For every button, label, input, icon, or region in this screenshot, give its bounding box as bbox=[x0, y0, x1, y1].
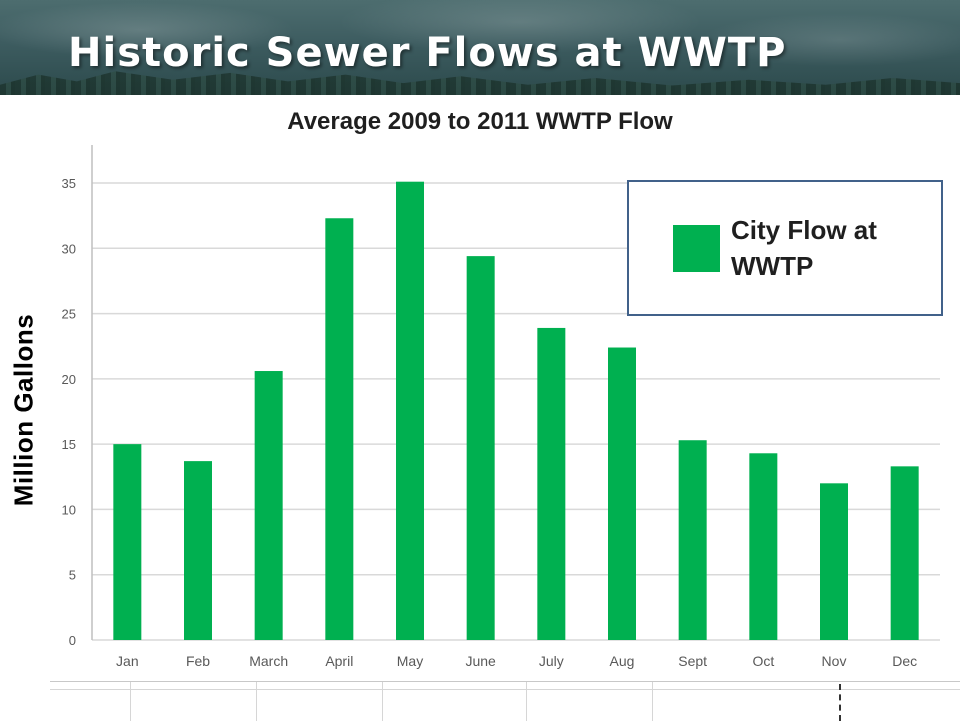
legend-label: City Flow at WWTP bbox=[731, 215, 877, 281]
y-tick-label: 20 bbox=[62, 372, 76, 387]
x-tick-label: Oct bbox=[752, 653, 774, 669]
bar-jan bbox=[113, 444, 142, 640]
y-tick-label: 25 bbox=[62, 307, 76, 322]
x-tick-label: April bbox=[325, 653, 353, 669]
x-tick-label: June bbox=[465, 653, 496, 669]
x-tick-label: May bbox=[397, 653, 423, 669]
page-break-line bbox=[839, 684, 841, 721]
grid-line bbox=[50, 689, 960, 690]
grid-line bbox=[652, 682, 653, 721]
x-tick-label: Feb bbox=[186, 653, 210, 669]
chart-legend: City Flow at WWTP bbox=[627, 180, 943, 316]
header-banner bbox=[0, 0, 960, 95]
bar-feb bbox=[184, 461, 212, 640]
bar-july bbox=[537, 327, 566, 640]
y-tick-label: 0 bbox=[69, 633, 76, 648]
y-tick-label: 35 bbox=[62, 176, 76, 191]
x-tick-label: Aug bbox=[610, 653, 635, 669]
bar-aug bbox=[608, 347, 636, 640]
grid-line bbox=[382, 682, 383, 721]
x-tick-label: Sept bbox=[678, 653, 707, 669]
bar-sept bbox=[678, 440, 707, 640]
x-tick-label: July bbox=[539, 653, 564, 669]
bar-may bbox=[396, 181, 424, 641]
bar-march bbox=[254, 371, 283, 640]
y-tick-label: 30 bbox=[62, 241, 76, 256]
legend-swatch bbox=[673, 225, 720, 272]
bar-oct bbox=[749, 453, 778, 640]
bar-june bbox=[466, 256, 495, 640]
x-tick-label: Dec bbox=[892, 653, 917, 669]
spreadsheet-grid-fragment bbox=[50, 681, 960, 721]
x-tick-label: March bbox=[249, 653, 288, 669]
grid-line bbox=[130, 682, 131, 721]
grid-line bbox=[526, 682, 527, 721]
bar-dec bbox=[890, 466, 919, 640]
slide-title: Historic Sewer Flows at WWTP bbox=[68, 30, 787, 76]
y-tick-label: 5 bbox=[69, 568, 76, 583]
x-tick-label: Nov bbox=[822, 653, 847, 669]
grid-line bbox=[256, 682, 257, 721]
y-tick-label: 10 bbox=[62, 502, 76, 517]
bar-nov bbox=[820, 483, 848, 640]
y-tick-label: 15 bbox=[62, 437, 76, 452]
chart-title: Average 2009 to 2011 WWTP Flow bbox=[287, 108, 673, 135]
x-tick-label: Jan bbox=[116, 653, 139, 669]
bar-april bbox=[325, 218, 354, 641]
